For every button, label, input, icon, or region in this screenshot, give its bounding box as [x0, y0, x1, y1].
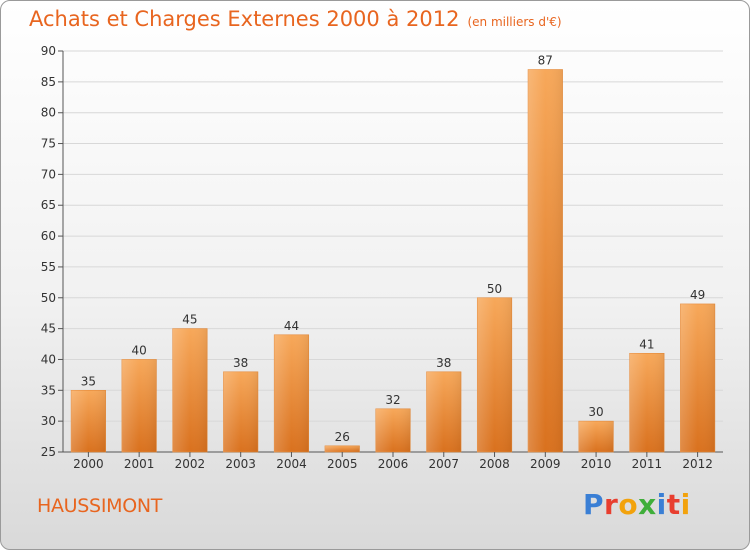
data-label: 50 [487, 282, 502, 296]
data-label: 32 [385, 393, 400, 407]
proxiti-logo: Proxiti [583, 488, 691, 521]
data-label: 26 [335, 430, 350, 444]
bar-shade [477, 297, 512, 452]
bar-shade [172, 328, 208, 452]
logo-letter: i [656, 488, 667, 521]
y-tick-label: 50 [41, 291, 56, 305]
y-tick-label: 90 [41, 44, 56, 58]
bar-shade [223, 371, 258, 452]
bar-shade [71, 390, 106, 452]
data-label: 44 [284, 319, 299, 333]
logo-letter: P [583, 488, 605, 521]
bar-shade [629, 353, 665, 452]
town-name: HAUSSIMONT [37, 495, 163, 517]
logo-letter: o [618, 488, 639, 521]
y-tick-label: 80 [41, 106, 56, 120]
y-tick-label: 70 [41, 167, 56, 181]
y-tick-label: 85 [41, 75, 56, 89]
data-label: 35 [81, 374, 96, 388]
bar-shade [324, 445, 360, 452]
chart-title-text: Achats et Charges Externes 2000 à 2012 [29, 7, 460, 31]
y-tick-label: 35 [41, 383, 56, 397]
y-tick-label: 65 [41, 198, 56, 212]
chart-unit: (en milliers d'€) [467, 15, 562, 29]
x-tick-label: 2003 [225, 457, 256, 471]
data-label: 87 [538, 54, 553, 68]
bar-shade [528, 69, 563, 452]
x-tick-label: 2007 [428, 457, 459, 471]
logo-letter: i [680, 488, 691, 521]
x-tick-label: 2004 [276, 457, 307, 471]
data-label: 30 [588, 405, 603, 419]
data-label: 41 [639, 337, 654, 351]
bar-shade [680, 303, 715, 452]
y-tick-label: 40 [41, 352, 56, 366]
x-tick-label: 2009 [530, 457, 561, 471]
x-tick-label: 2001 [124, 457, 155, 471]
bar-shade [375, 408, 411, 452]
x-tick-label: 2005 [327, 457, 358, 471]
x-tick-label: 2011 [632, 457, 663, 471]
logo-letter: r [604, 488, 619, 521]
y-tick-label: 25 [41, 445, 56, 459]
data-label: 38 [436, 356, 451, 370]
y-tick-label: 75 [41, 137, 56, 151]
x-tick-label: 2002 [175, 457, 206, 471]
logo-letter: t [666, 488, 681, 521]
y-tick-label: 30 [41, 414, 56, 428]
x-tick-label: 2000 [73, 457, 104, 471]
logo-letter: x [638, 488, 657, 521]
data-label: 40 [132, 343, 147, 357]
x-tick-label: 2010 [581, 457, 612, 471]
data-label: 49 [690, 288, 705, 302]
data-label: 45 [182, 313, 197, 327]
y-tick-label: 60 [41, 229, 56, 243]
bar-shade [426, 371, 462, 452]
chart-title: Achats et Charges Externes 2000 à 2012 (e… [29, 7, 562, 31]
x-tick-label: 2006 [378, 457, 409, 471]
data-label: 38 [233, 356, 248, 370]
bar-shade [121, 359, 157, 452]
y-tick-label: 55 [41, 260, 56, 274]
y-tick-label: 45 [41, 322, 56, 336]
x-tick-label: 2008 [479, 457, 510, 471]
bar-shade [578, 421, 614, 452]
x-tick-label: 2012 [682, 457, 713, 471]
bar-shade [274, 334, 309, 452]
